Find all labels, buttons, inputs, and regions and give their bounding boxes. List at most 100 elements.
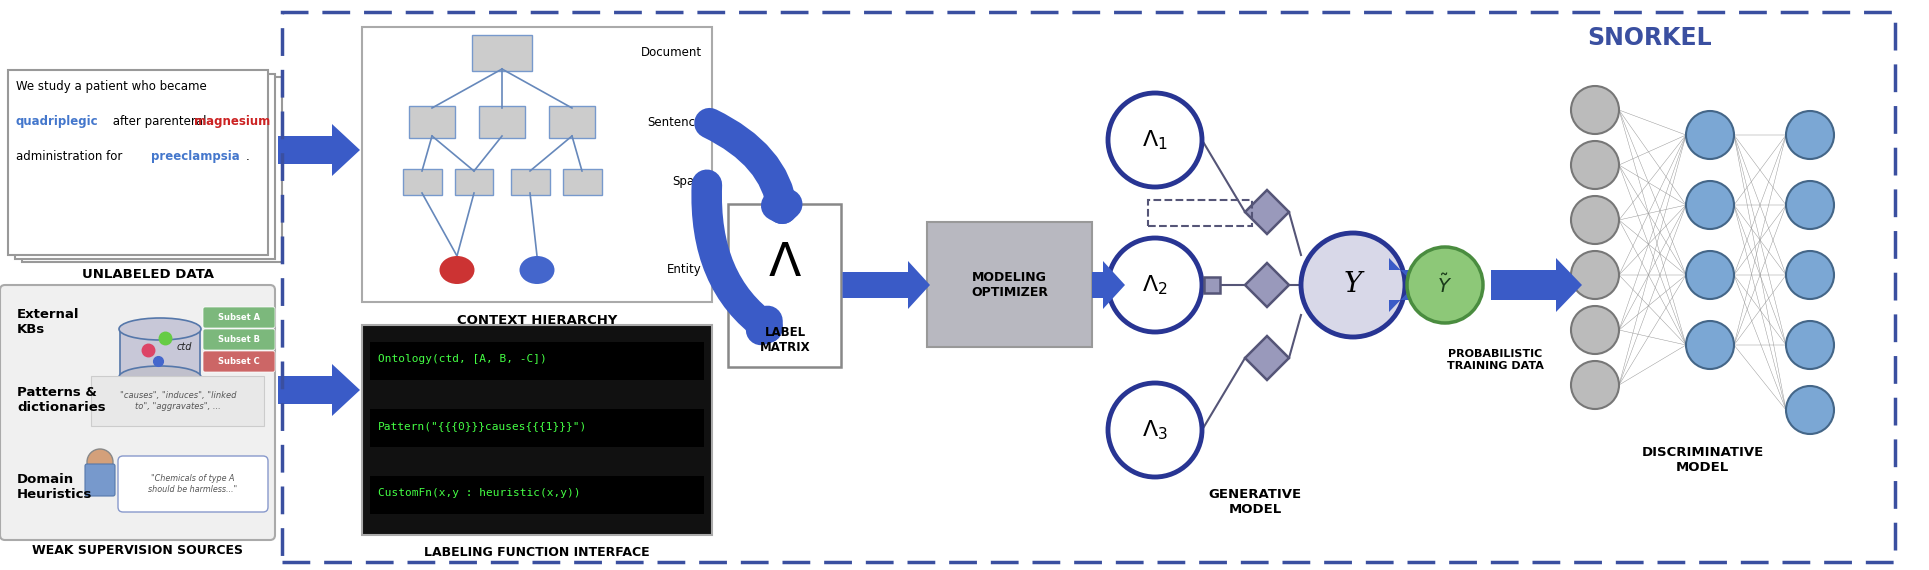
Polygon shape (1244, 263, 1289, 307)
Polygon shape (1389, 258, 1416, 312)
Text: .: . (247, 150, 249, 163)
Text: Domain
Heuristics: Domain Heuristics (17, 473, 93, 501)
FancyBboxPatch shape (203, 329, 276, 350)
FancyBboxPatch shape (563, 169, 602, 195)
Circle shape (1107, 383, 1202, 477)
Text: LABEL
MATRIX: LABEL MATRIX (760, 326, 810, 354)
FancyBboxPatch shape (455, 169, 494, 195)
Polygon shape (278, 364, 361, 416)
Text: SNORKEL: SNORKEL (1588, 26, 1713, 50)
FancyBboxPatch shape (1204, 277, 1219, 293)
Text: $\Lambda_3$: $\Lambda_3$ (1142, 418, 1167, 442)
FancyBboxPatch shape (15, 74, 276, 259)
Circle shape (1570, 86, 1618, 134)
Text: after parenteral: after parenteral (110, 115, 210, 128)
Circle shape (1786, 321, 1834, 369)
FancyBboxPatch shape (403, 169, 442, 195)
Polygon shape (1092, 261, 1125, 309)
Circle shape (1570, 196, 1618, 244)
FancyBboxPatch shape (550, 106, 594, 138)
Circle shape (1107, 238, 1202, 332)
Circle shape (1570, 306, 1618, 354)
Circle shape (1786, 111, 1834, 159)
Text: LABELING FUNCTION INTERFACE: LABELING FUNCTION INTERFACE (424, 547, 650, 560)
Circle shape (1107, 93, 1202, 187)
Text: CustomFn(x,y : heuristic(x,y)): CustomFn(x,y : heuristic(x,y)) (378, 488, 581, 498)
Circle shape (1570, 361, 1618, 409)
FancyBboxPatch shape (120, 329, 201, 377)
Circle shape (87, 449, 114, 475)
Text: WEAK SUPERVISION SOURCES: WEAK SUPERVISION SOURCES (33, 544, 243, 556)
Text: We study a patient who became: We study a patient who became (15, 80, 206, 93)
FancyBboxPatch shape (21, 77, 282, 262)
Circle shape (1686, 111, 1734, 159)
Circle shape (1786, 181, 1834, 229)
Text: Ontology(ctd, [A, B, -C]): Ontology(ctd, [A, B, -C]) (378, 354, 546, 364)
FancyBboxPatch shape (203, 307, 276, 328)
Text: DISCRIMINATIVE
MODEL: DISCRIMINATIVE MODEL (1642, 446, 1763, 474)
Text: Sentence: Sentence (646, 116, 702, 128)
Text: PROBABILISTIC
TRAINING DATA: PROBABILISTIC TRAINING DATA (1447, 349, 1543, 371)
FancyBboxPatch shape (363, 325, 712, 535)
Text: $\Lambda$: $\Lambda$ (768, 240, 802, 286)
Text: administration for: administration for (15, 150, 125, 163)
Text: $\Lambda_1$: $\Lambda_1$ (1142, 128, 1167, 152)
Text: GENERATIVE
MODEL: GENERATIVE MODEL (1208, 488, 1302, 516)
FancyBboxPatch shape (118, 456, 268, 512)
FancyBboxPatch shape (370, 342, 704, 380)
Text: Y: Y (1345, 271, 1362, 299)
Text: magnesium: magnesium (195, 115, 270, 128)
Ellipse shape (120, 318, 201, 340)
FancyBboxPatch shape (8, 70, 268, 255)
Text: quadriplegic: quadriplegic (15, 115, 98, 128)
Text: Pattern("{{{0}}}causes{{{1}}}"): Pattern("{{{0}}}causes{{{1}}}") (378, 421, 586, 431)
Circle shape (1570, 251, 1618, 299)
Text: UNLABELED DATA: UNLABELED DATA (83, 268, 214, 282)
Text: $\tilde{Y}$: $\tilde{Y}$ (1437, 274, 1453, 296)
FancyBboxPatch shape (511, 169, 550, 195)
Circle shape (1686, 251, 1734, 299)
Text: ctd: ctd (177, 342, 193, 352)
Text: Document: Document (640, 47, 702, 59)
Text: Patterns &
dictionaries: Patterns & dictionaries (17, 386, 106, 414)
Text: Subset B: Subset B (218, 335, 260, 344)
Polygon shape (1244, 336, 1289, 380)
Text: preeclampsia: preeclampsia (150, 150, 239, 163)
Polygon shape (1244, 190, 1289, 234)
Circle shape (1786, 386, 1834, 434)
Ellipse shape (440, 256, 475, 284)
Polygon shape (1491, 258, 1582, 312)
Circle shape (1686, 181, 1734, 229)
FancyBboxPatch shape (409, 106, 455, 138)
FancyBboxPatch shape (85, 464, 116, 496)
Circle shape (1686, 321, 1734, 369)
Text: Span: Span (673, 176, 702, 189)
Ellipse shape (519, 256, 554, 284)
FancyBboxPatch shape (0, 285, 276, 540)
FancyBboxPatch shape (928, 222, 1092, 347)
FancyBboxPatch shape (363, 27, 712, 302)
Text: Subset A: Subset A (218, 313, 260, 322)
Polygon shape (278, 124, 361, 176)
Polygon shape (843, 261, 930, 309)
Text: Entity: Entity (667, 263, 702, 276)
Circle shape (1570, 141, 1618, 189)
Text: MODELING
OPTIMIZER: MODELING OPTIMIZER (970, 271, 1047, 299)
Circle shape (1786, 251, 1834, 299)
Text: External
KBs: External KBs (17, 308, 79, 336)
FancyBboxPatch shape (370, 476, 704, 514)
Text: "Chemicals of type A
should be harmless...": "Chemicals of type A should be harmless.… (149, 474, 237, 494)
Text: Subset C: Subset C (218, 357, 260, 366)
Ellipse shape (120, 366, 201, 388)
FancyBboxPatch shape (729, 203, 841, 367)
Text: $\Lambda_2$: $\Lambda_2$ (1142, 273, 1167, 297)
FancyBboxPatch shape (478, 106, 525, 138)
Text: CONTEXT HIERARCHY: CONTEXT HIERARCHY (457, 314, 617, 327)
FancyBboxPatch shape (370, 409, 704, 447)
Circle shape (1406, 247, 1483, 323)
FancyBboxPatch shape (91, 376, 264, 426)
Text: "causes", "induces", "linked
to", "aggravates", ...: "causes", "induces", "linked to", "aggra… (120, 391, 235, 411)
Circle shape (1300, 233, 1404, 337)
FancyBboxPatch shape (203, 351, 276, 372)
FancyBboxPatch shape (473, 35, 532, 71)
